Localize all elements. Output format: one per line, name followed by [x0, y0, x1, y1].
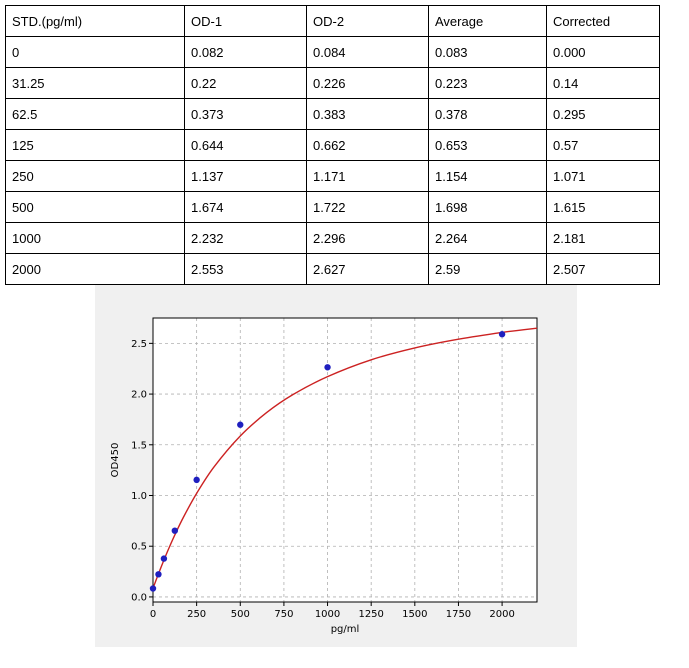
x-tick-label: 500	[231, 609, 250, 620]
table-cell: 0.662	[306, 129, 429, 161]
y-tick-label: 2.5	[131, 339, 147, 350]
data-point	[160, 555, 168, 562]
table-header-cell: OD-2	[306, 5, 429, 37]
table-header-row: STD.(pg/ml) OD-1 OD-2 Average Corrected	[5, 5, 660, 37]
table-cell: 2000	[5, 253, 185, 285]
y-tick-label: 1.5	[131, 440, 147, 451]
table-cell: 0.653	[428, 129, 547, 161]
table-header-cell: Corrected	[546, 5, 660, 37]
table-header-cell: Average	[428, 5, 547, 37]
data-point	[324, 364, 331, 371]
table-cell: 62.5	[5, 98, 185, 130]
table-row: 2000 2.553 2.627 2.59 2.507	[5, 253, 660, 285]
table-cell: 0.378	[428, 98, 547, 130]
x-tick-label: 250	[187, 609, 206, 620]
x-tick-label: 1250	[358, 609, 383, 620]
table-cell: 0.084	[306, 36, 429, 68]
table-cell: 0.383	[306, 98, 429, 130]
x-tick-label: 1000	[315, 609, 340, 620]
y-tick-label: 1.0	[131, 491, 147, 502]
table-cell: 1.674	[184, 191, 307, 223]
x-tick-label: 0	[150, 609, 156, 620]
table-cell: 1.137	[184, 160, 307, 192]
table-row: 31.25 0.22 0.226 0.223 0.14	[5, 67, 660, 99]
table-cell: 1.722	[306, 191, 429, 223]
table-cell: 0.223	[428, 67, 547, 99]
fit-curve	[152, 327, 538, 589]
plot-area	[153, 318, 537, 602]
table-cell: 2.181	[546, 222, 660, 254]
table-row: 250 1.137 1.171 1.154 1.071	[5, 160, 660, 192]
table-row: 1000 2.232 2.296 2.264 2.181	[5, 222, 660, 254]
table-cell: 0.000	[546, 36, 660, 68]
table-cell: 1.698	[428, 191, 547, 223]
table-cell: 2.507	[546, 253, 660, 285]
plot-frame	[152, 317, 538, 603]
table-row: 0 0.082 0.084 0.083 0.000	[5, 36, 660, 68]
table-cell: 2.59	[428, 253, 547, 285]
x-tick-label: 1750	[446, 609, 471, 620]
table-cell: 0	[5, 36, 185, 68]
table-cell: 2.232	[184, 222, 307, 254]
standard-curve-table: STD.(pg/ml) OD-1 OD-2 Average Corrected 0 0.08…	[5, 5, 660, 285]
table-cell: 1000	[5, 222, 185, 254]
table-cell: 1.171	[306, 160, 429, 192]
data-point	[498, 331, 506, 338]
x-tick-label: 750	[274, 609, 293, 620]
table-cell: 0.57	[546, 129, 660, 161]
table-cell: 250	[5, 160, 185, 192]
table-cell: 125	[5, 129, 185, 161]
table-cell: 0.373	[184, 98, 307, 130]
data-point	[237, 421, 244, 428]
y-tick-label: 0.5	[131, 542, 147, 553]
x-tick-label: 2000	[489, 609, 514, 620]
data-point	[155, 571, 162, 578]
table-cell: 0.22	[184, 67, 307, 99]
table-cell: 1.154	[428, 160, 547, 192]
table-cell: 0.226	[306, 67, 429, 99]
table-cell: 31.25	[5, 67, 185, 99]
data-point	[149, 585, 157, 592]
data-point	[171, 527, 179, 534]
table-cell: 1.615	[546, 191, 660, 223]
table-header-cell: OD-1	[184, 5, 307, 37]
y-tick-label: 2.0	[131, 390, 147, 401]
y-axis-label: OD450	[110, 443, 121, 478]
table-cell: 2.296	[306, 222, 429, 254]
table-cell: 0.14	[546, 67, 660, 99]
table-row: 500 1.674 1.722 1.698 1.615	[5, 191, 660, 223]
table-cell: 0.083	[428, 36, 547, 68]
table-row: 62.5 0.373 0.383 0.378 0.295	[5, 98, 660, 130]
table-header-cell: STD.(pg/ml)	[5, 5, 185, 37]
table-cell: 2.553	[184, 253, 307, 285]
table-cell: 500	[5, 191, 185, 223]
table-cell: 0.644	[184, 129, 307, 161]
standard-curve-chart: 0 250 500 750 1000 1250 1500 1750 2000 0.0 0.5 1.0 1…	[110, 317, 538, 635]
x-axis-label: pg/ml	[331, 624, 360, 635]
table-cell: 0.295	[546, 98, 660, 130]
table-cell: 1.071	[546, 160, 660, 192]
table-row: 125 0.644 0.662 0.653 0.57	[5, 129, 660, 161]
table-cell: 0.082	[184, 36, 307, 68]
x-tick-label: 1500	[402, 609, 427, 620]
chart-panel: 0 250 500 750 1000 1250 1500 1750 2000 0.0 0.5 1.0 1…	[95, 285, 577, 647]
table-cell: 2.264	[428, 222, 547, 254]
table-cell: 2.627	[306, 253, 429, 285]
data-point	[193, 476, 200, 484]
y-tick-label: 0.0	[131, 592, 147, 603]
